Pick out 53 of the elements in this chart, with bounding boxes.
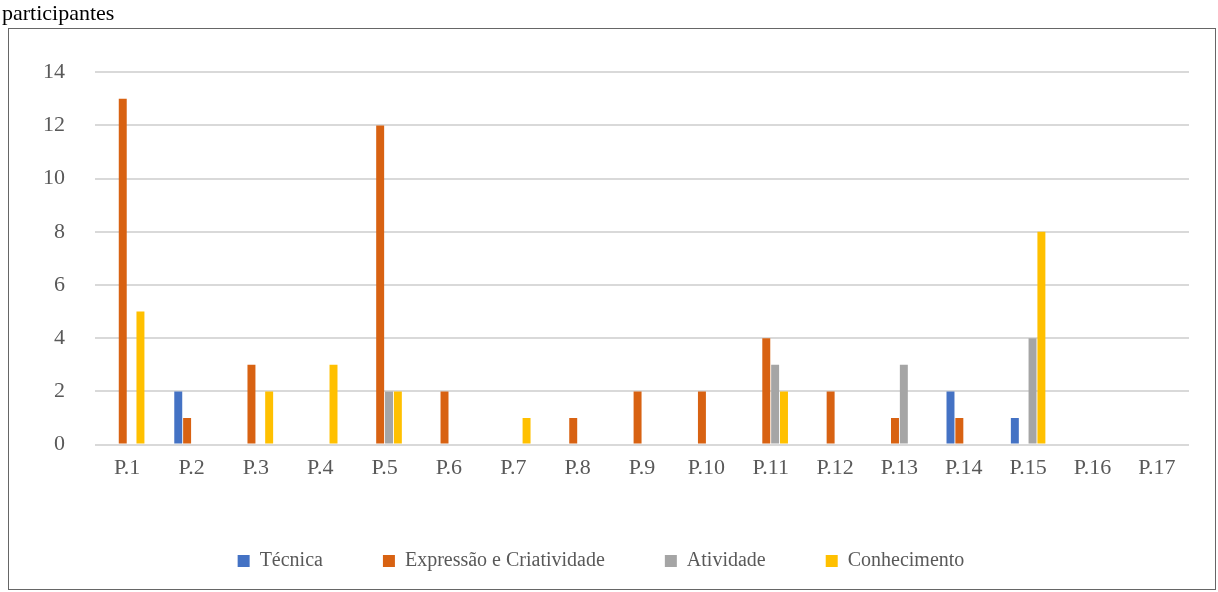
x-tick-label: P.10 [687, 453, 725, 479]
bar [780, 391, 788, 444]
legend-label: Técnica [259, 548, 324, 571]
x-tick-label: P.4 [307, 453, 334, 479]
bar [385, 391, 393, 444]
y-tick-label: 0 [54, 430, 65, 456]
x-tick-label: P.11 [752, 453, 789, 479]
y-tick-label: 2 [54, 377, 65, 403]
legend-label: Atividade [686, 548, 766, 571]
bar [762, 338, 771, 444]
bar [265, 391, 274, 444]
x-tick-label: P.1 [114, 453, 141, 479]
y-tick-label: 14 [43, 57, 65, 83]
x-tick-label: P.7 [500, 453, 527, 479]
y-tick-label: 6 [54, 270, 65, 296]
bar [376, 125, 385, 444]
bar [569, 418, 578, 444]
x-tick-label: P.12 [816, 453, 854, 479]
bar [174, 391, 183, 444]
x-tick-label: P.16 [1073, 453, 1112, 479]
bar [697, 391, 706, 444]
x-tick-label: P.15 [1009, 453, 1047, 479]
y-tick-label: 10 [43, 164, 65, 190]
x-tick-label: P.3 [242, 453, 270, 479]
x-tick-label: P.8 [564, 453, 591, 479]
bar [183, 418, 192, 444]
bar [522, 418, 531, 444]
bar [1037, 231, 1046, 444]
y-tick-label: 4 [54, 323, 65, 349]
bar [633, 391, 642, 444]
x-tick-label: P.2 [178, 453, 205, 479]
chart-title: participantes [2, 0, 115, 26]
bar [1028, 338, 1037, 444]
bar [1010, 418, 1019, 444]
y-tick-label: 12 [43, 111, 65, 137]
bar [891, 418, 899, 444]
y-tick-label: 8 [54, 217, 65, 243]
bar [247, 364, 256, 444]
x-tick-label: P.14 [945, 453, 983, 479]
x-tick-label: P.9 [628, 453, 656, 479]
bar [118, 98, 127, 444]
bar [393, 391, 402, 444]
x-tick-label: P.6 [435, 453, 463, 479]
x-tick-label: P.5 [371, 453, 398, 479]
bar [136, 311, 145, 444]
bar [826, 391, 835, 444]
bar [899, 364, 908, 444]
x-tick-label: P.17 [1138, 453, 1176, 479]
bar [955, 418, 964, 444]
legend-label: Expressão e Criatividade [404, 548, 605, 572]
x-tick-label: P.13 [880, 453, 919, 479]
legend-label: Conhecimento [847, 548, 965, 571]
bar [771, 364, 780, 444]
